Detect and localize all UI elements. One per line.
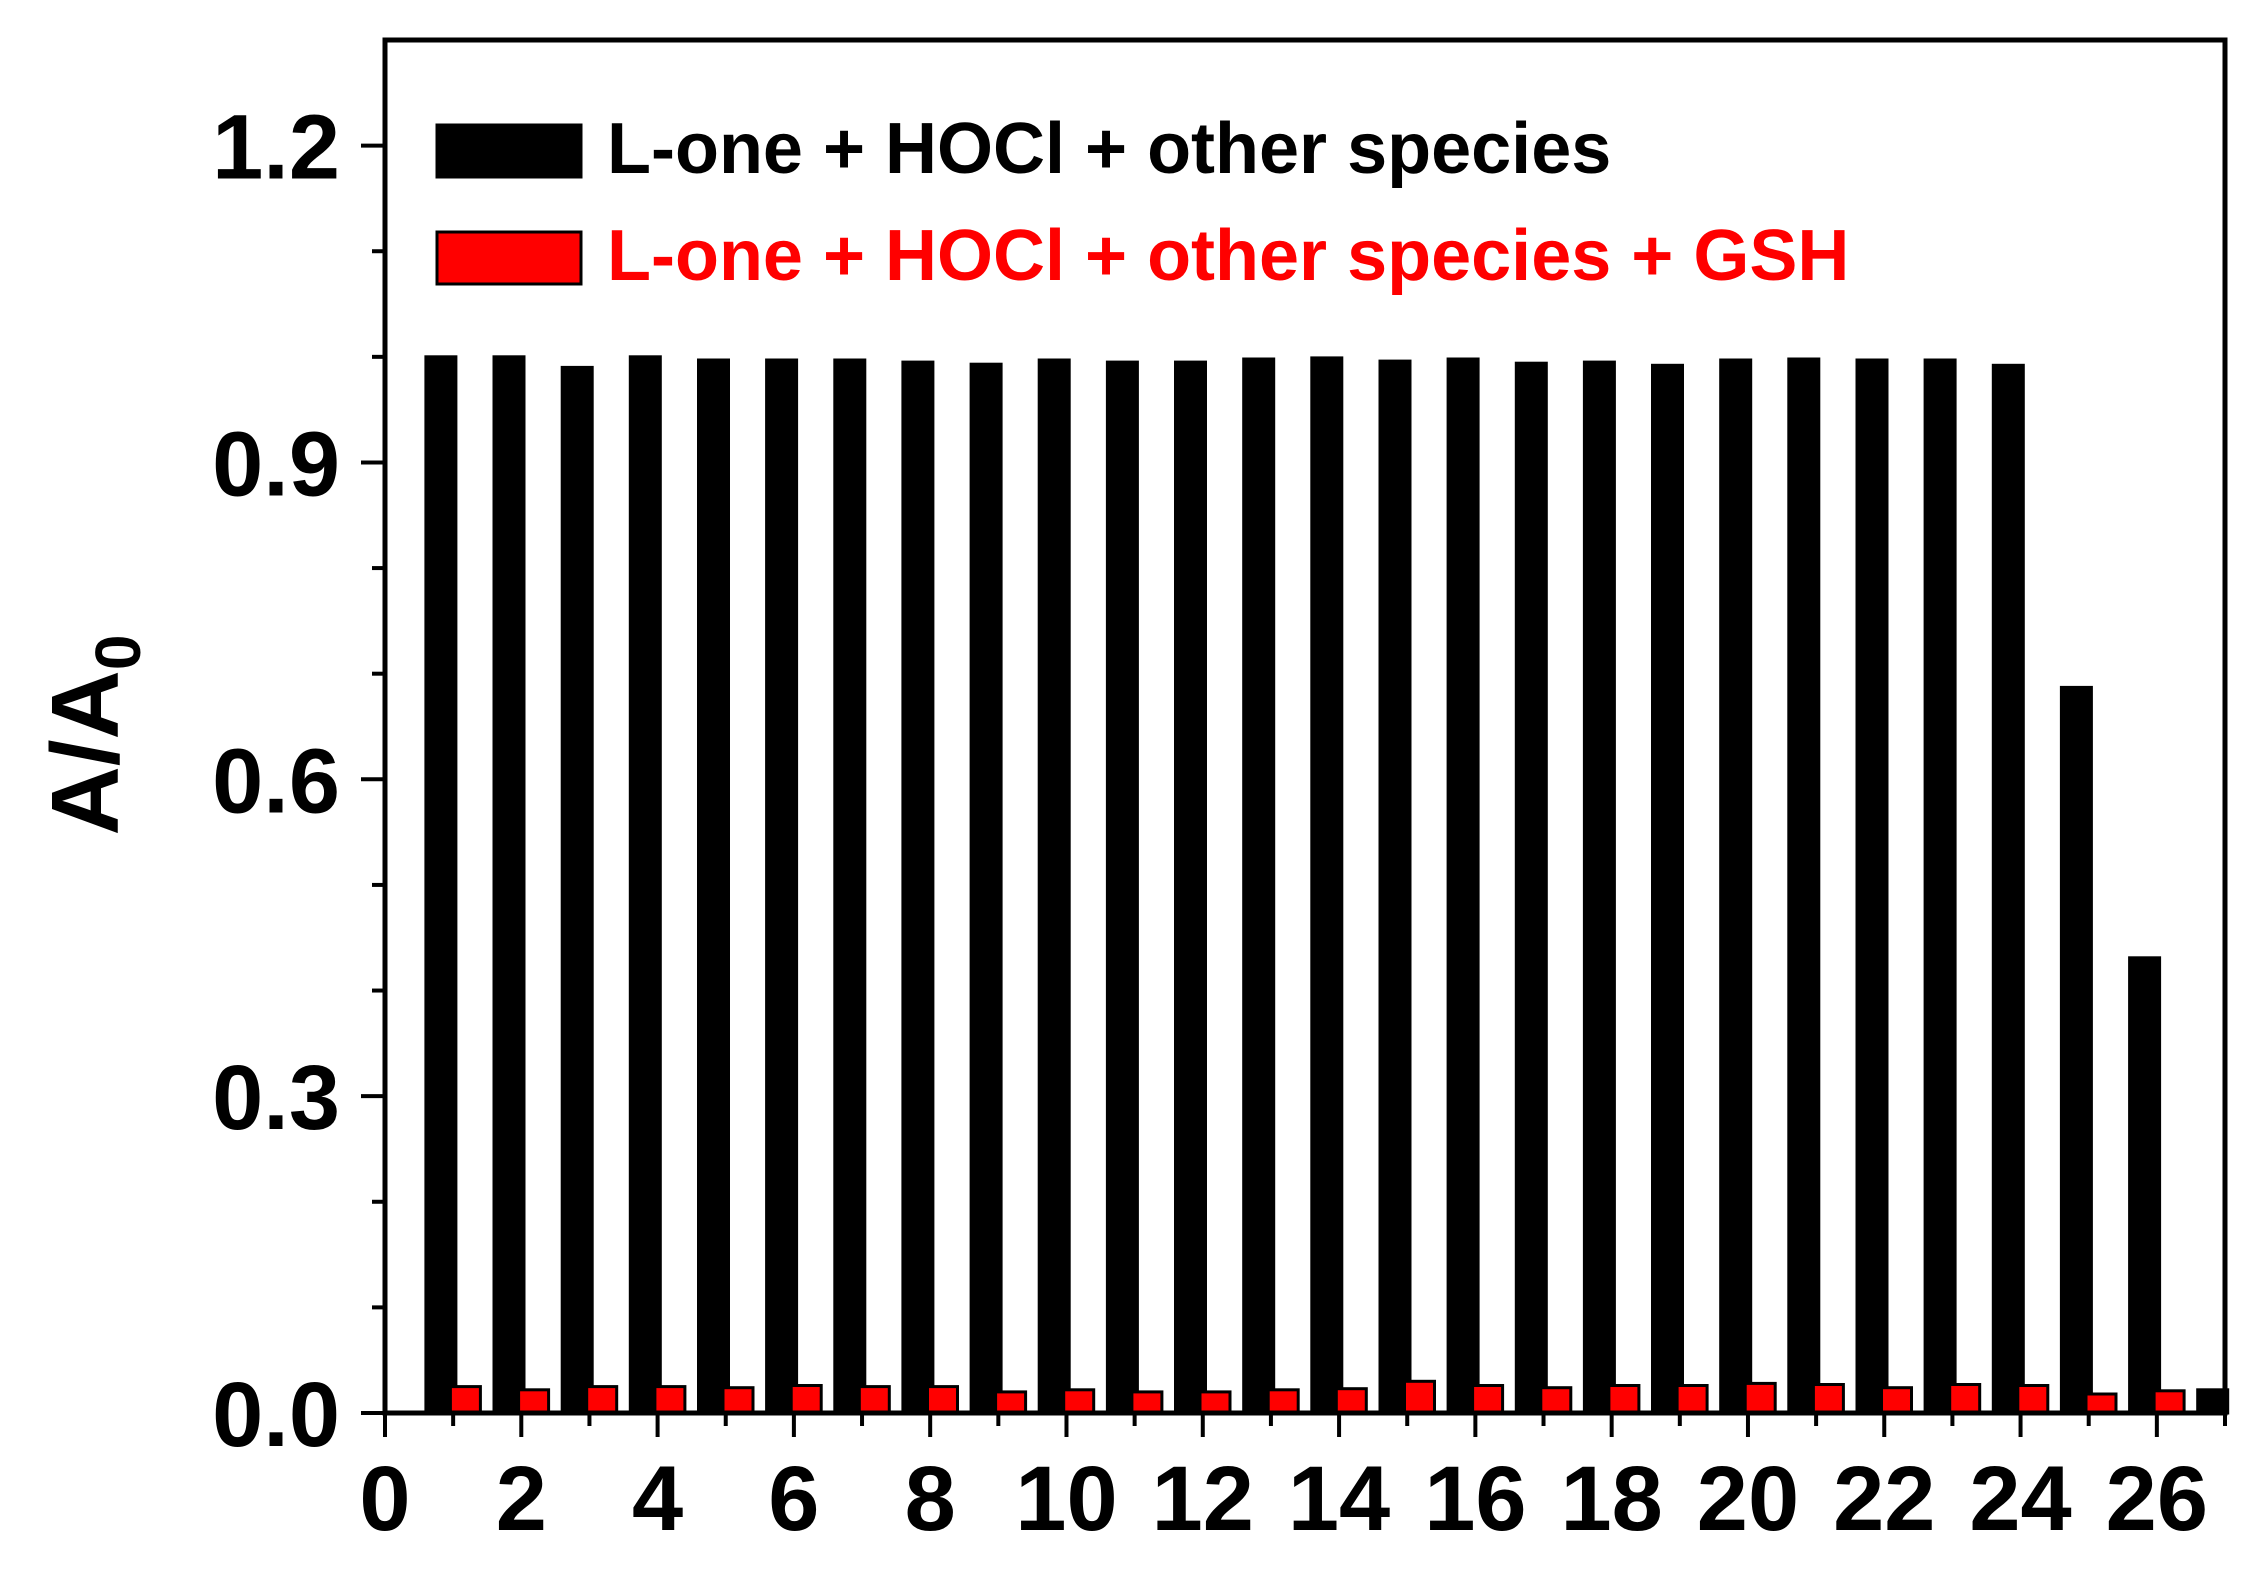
bar-red-21 bbox=[1811, 1383, 1845, 1415]
x-axis: 0 2 4 6 8 10 12 14 16 18 20 22 24 26 bbox=[359, 1413, 2227, 1550]
bar-black-18 bbox=[1582, 360, 1616, 1415]
legend-swatch-black bbox=[435, 123, 583, 179]
bar-red-10 bbox=[1062, 1388, 1096, 1415]
x-tick-label-4: 4 bbox=[632, 1448, 683, 1550]
y-tick-label-1.2: 1.2 bbox=[212, 97, 340, 199]
bar-black-12 bbox=[1174, 360, 1207, 1415]
bar-red-3 bbox=[585, 1385, 619, 1415]
legend-label-black: L-one + HOCl + other species bbox=[607, 109, 1611, 189]
bar-black-5 bbox=[697, 358, 730, 1415]
y-tick-label-0.6: 0.6 bbox=[212, 730, 340, 832]
bar-red-4 bbox=[653, 1385, 687, 1415]
x-tick-label-26: 26 bbox=[2106, 1448, 2208, 1550]
bar-black-23 bbox=[1923, 358, 1957, 1415]
bar-black-3 bbox=[560, 365, 594, 1415]
bar-black-20 bbox=[1719, 358, 1753, 1415]
bar-black-15 bbox=[1378, 359, 1412, 1415]
plot-frame bbox=[382, 37, 2228, 1416]
legend-label-red: L-one + HOCl + other species + GSH bbox=[607, 216, 1849, 296]
legend-swatch-red bbox=[435, 230, 583, 286]
bar-black-14 bbox=[1310, 356, 1344, 1415]
bar-red-25 bbox=[2084, 1392, 2118, 1415]
bar-black-4 bbox=[628, 355, 662, 1415]
x-tick-label-8: 8 bbox=[905, 1448, 956, 1550]
bar-red-18 bbox=[1607, 1384, 1641, 1415]
x-tick-label-10: 10 bbox=[1015, 1448, 1117, 1550]
bar-black-10 bbox=[1037, 358, 1071, 1415]
bar-red-12 bbox=[1198, 1390, 1232, 1415]
bar-black-17 bbox=[1514, 361, 1548, 1415]
bars-layer bbox=[424, 355, 2230, 1415]
bar-black-7 bbox=[833, 358, 867, 1415]
bar-black-25 bbox=[2059, 685, 2093, 1415]
y-tick-label-0.0: 0.0 bbox=[212, 1364, 340, 1466]
bar-black-2 bbox=[492, 355, 526, 1415]
bar-black-24 bbox=[1991, 363, 2025, 1415]
bar-red-16 bbox=[1471, 1384, 1505, 1415]
bar-black-13 bbox=[1242, 357, 1276, 1415]
bar-red-20 bbox=[1743, 1381, 1777, 1415]
y-axis-title-subscript: 0 bbox=[82, 635, 154, 671]
bar-red-24 bbox=[2016, 1384, 2050, 1415]
bar-red-11 bbox=[1130, 1390, 1164, 1415]
bar-red-7 bbox=[857, 1385, 891, 1415]
x-tick-label-24: 24 bbox=[1969, 1448, 2071, 1550]
bar-red-15 bbox=[1403, 1379, 1436, 1415]
bar-red-17 bbox=[1539, 1386, 1573, 1415]
y-tick-label-0.9: 0.9 bbox=[212, 413, 340, 515]
bar-red-5 bbox=[721, 1386, 755, 1415]
bar-red-1 bbox=[448, 1385, 482, 1415]
x-tick-label-2: 2 bbox=[496, 1448, 547, 1550]
legend: L-one + HOCl + other species L-one + HOC… bbox=[435, 109, 1849, 296]
y-tick-label-0.3: 0.3 bbox=[212, 1047, 340, 1149]
x-tick-label-14: 14 bbox=[1288, 1448, 1390, 1550]
bar-black-21 bbox=[1787, 357, 1821, 1415]
bar-black-6 bbox=[765, 358, 799, 1415]
bar-black-8 bbox=[901, 360, 935, 1415]
x-tick-label-12: 12 bbox=[1152, 1448, 1254, 1550]
bar-red-9 bbox=[994, 1390, 1028, 1415]
bar-red-6 bbox=[789, 1384, 823, 1415]
x-tick-label-22: 22 bbox=[1833, 1448, 1935, 1550]
bar-red-8 bbox=[926, 1385, 959, 1415]
y-axis-title-main: A/A bbox=[32, 670, 139, 835]
x-tick-label-0: 0 bbox=[359, 1448, 410, 1550]
y-axis: 0.0 0.3 0.6 0.9 1.2 bbox=[212, 97, 385, 1466]
bar-black-9 bbox=[969, 362, 1003, 1415]
bar-red-22 bbox=[1880, 1386, 1913, 1415]
bar-red-23 bbox=[1948, 1383, 1982, 1415]
bar-black-22 bbox=[1855, 358, 1889, 1415]
x-tick-label-16: 16 bbox=[1424, 1448, 1526, 1550]
bar-black-26 bbox=[2128, 956, 2162, 1415]
x-tick-label-18: 18 bbox=[1560, 1448, 1662, 1550]
bar-black-19 bbox=[1651, 363, 1684, 1415]
bar-black-16 bbox=[1446, 357, 1480, 1415]
bar-red-14 bbox=[1334, 1387, 1368, 1415]
bar-red-26 bbox=[2152, 1389, 2186, 1415]
x-tick-label-20: 20 bbox=[1697, 1448, 1799, 1550]
bar-red-13 bbox=[1266, 1388, 1300, 1415]
bar-black-11 bbox=[1105, 360, 1139, 1415]
bar-red-19 bbox=[1675, 1384, 1709, 1415]
x-tick-label-6: 6 bbox=[768, 1448, 819, 1550]
bar-black-1 bbox=[424, 355, 458, 1415]
bar-red-2 bbox=[517, 1388, 551, 1415]
y-axis-title: A/A0 bbox=[32, 635, 154, 836]
